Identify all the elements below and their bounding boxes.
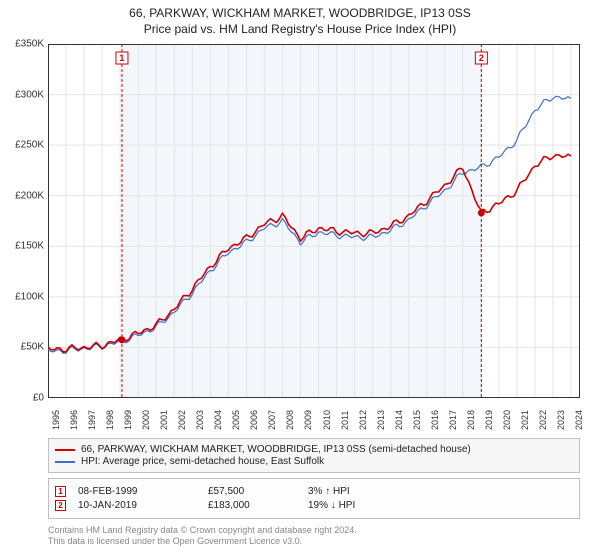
sale-marker-icon: 2: [55, 500, 66, 511]
y-axis-labels: £0£50K£100K£150K£200K£250K£300K£350K: [0, 44, 46, 398]
chart-area: 12: [48, 44, 580, 398]
sale-change: 19% ↓ HPI: [308, 500, 573, 511]
sale-date: 08-FEB-1999: [78, 486, 208, 497]
footnote: Contains HM Land Registry data © Crown c…: [48, 525, 580, 548]
svg-text:2: 2: [479, 53, 484, 63]
sale-date: 10-JAN-2019: [78, 500, 208, 511]
x-axis-labels: 1995199619971998199920002001200220032004…: [48, 400, 580, 434]
sale-row: 2 10-JAN-2019 £183,000 19% ↓ HPI: [55, 500, 573, 511]
title-line-2: Price paid vs. HM Land Registry's House …: [0, 22, 600, 36]
legend-swatch-1: [55, 461, 75, 463]
line-chart: 12: [48, 44, 580, 398]
sale-change: 3% ↑ HPI: [308, 486, 573, 497]
title-line-1: 66, PARKWAY, WICKHAM MARKET, WOODBRIDGE,…: [0, 6, 600, 20]
legend-swatch-0: [55, 449, 75, 451]
svg-text:1: 1: [119, 53, 124, 63]
footnote-line-2: This data is licensed under the Open Gov…: [48, 536, 580, 547]
sale-price: £183,000: [208, 500, 308, 511]
sale-price: £57,500: [208, 486, 308, 497]
legend-label-1: HPI: Average price, semi-detached house,…: [81, 456, 324, 467]
legend-label-0: 66, PARKWAY, WICKHAM MARKET, WOODBRIDGE,…: [81, 444, 471, 455]
sale-row: 1 08-FEB-1999 £57,500 3% ↑ HPI: [55, 486, 573, 497]
sales-table: 1 08-FEB-1999 £57,500 3% ↑ HPI 2 10-JAN-…: [48, 478, 580, 519]
footnote-line-1: Contains HM Land Registry data © Crown c…: [48, 525, 580, 536]
sale-marker-icon: 1: [55, 486, 66, 497]
legend: 66, PARKWAY, WICKHAM MARKET, WOODBRIDGE,…: [48, 438, 580, 473]
